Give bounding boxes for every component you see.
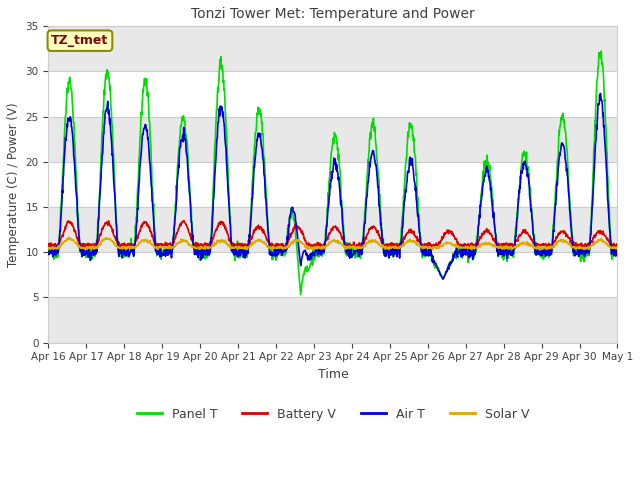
Battery V <box>468 245 476 251</box>
Panel T <box>171 210 179 216</box>
Air T <box>547 249 554 254</box>
Bar <box>49 117 618 162</box>
Battery V <box>180 218 188 224</box>
Panel T <box>157 256 165 262</box>
Solar V <box>496 245 504 251</box>
Panel T <box>297 292 305 298</box>
Battery V <box>45 243 52 249</box>
Air T <box>496 252 504 257</box>
Solar V <box>422 244 429 250</box>
Bar <box>49 207 618 252</box>
Solar V <box>614 245 621 251</box>
Panel T <box>422 250 429 255</box>
Air T <box>439 276 447 282</box>
Line: Panel T: Panel T <box>49 51 618 295</box>
Battery V <box>422 242 429 248</box>
Line: Air T: Air T <box>49 94 618 279</box>
Air T <box>421 248 429 254</box>
Battery V <box>497 242 504 248</box>
Solar V <box>65 235 72 240</box>
Line: Solar V: Solar V <box>49 238 618 250</box>
Air T <box>171 215 179 221</box>
Panel T <box>235 253 243 259</box>
Air T <box>614 248 621 254</box>
Bar <box>49 298 618 343</box>
Battery V <box>236 243 243 249</box>
Legend: Panel T, Battery V, Air T, Solar V: Panel T, Battery V, Air T, Solar V <box>131 403 534 426</box>
X-axis label: Time: Time <box>317 368 348 381</box>
Panel T <box>547 245 554 251</box>
Solar V <box>172 243 179 249</box>
Text: TZ_tmet: TZ_tmet <box>51 34 109 47</box>
Solar V <box>538 247 546 252</box>
Panel T <box>614 247 621 252</box>
Solar V <box>236 244 243 250</box>
Battery V <box>614 241 621 247</box>
Solar V <box>547 245 554 251</box>
Solar V <box>157 245 165 251</box>
Panel T <box>496 250 504 256</box>
Title: Tonzi Tower Met: Temperature and Power: Tonzi Tower Met: Temperature and Power <box>191 7 475 21</box>
Line: Battery V: Battery V <box>49 221 618 248</box>
Bar <box>49 26 618 72</box>
Air T <box>157 252 165 258</box>
Battery V <box>547 242 554 248</box>
Panel T <box>597 48 605 54</box>
Panel T <box>45 248 52 253</box>
Battery V <box>157 242 165 248</box>
Air T <box>596 91 604 96</box>
Air T <box>45 249 52 254</box>
Battery V <box>171 236 179 241</box>
Y-axis label: Temperature (C) / Power (V): Temperature (C) / Power (V) <box>7 102 20 267</box>
Solar V <box>45 245 52 251</box>
Air T <box>235 251 243 256</box>
